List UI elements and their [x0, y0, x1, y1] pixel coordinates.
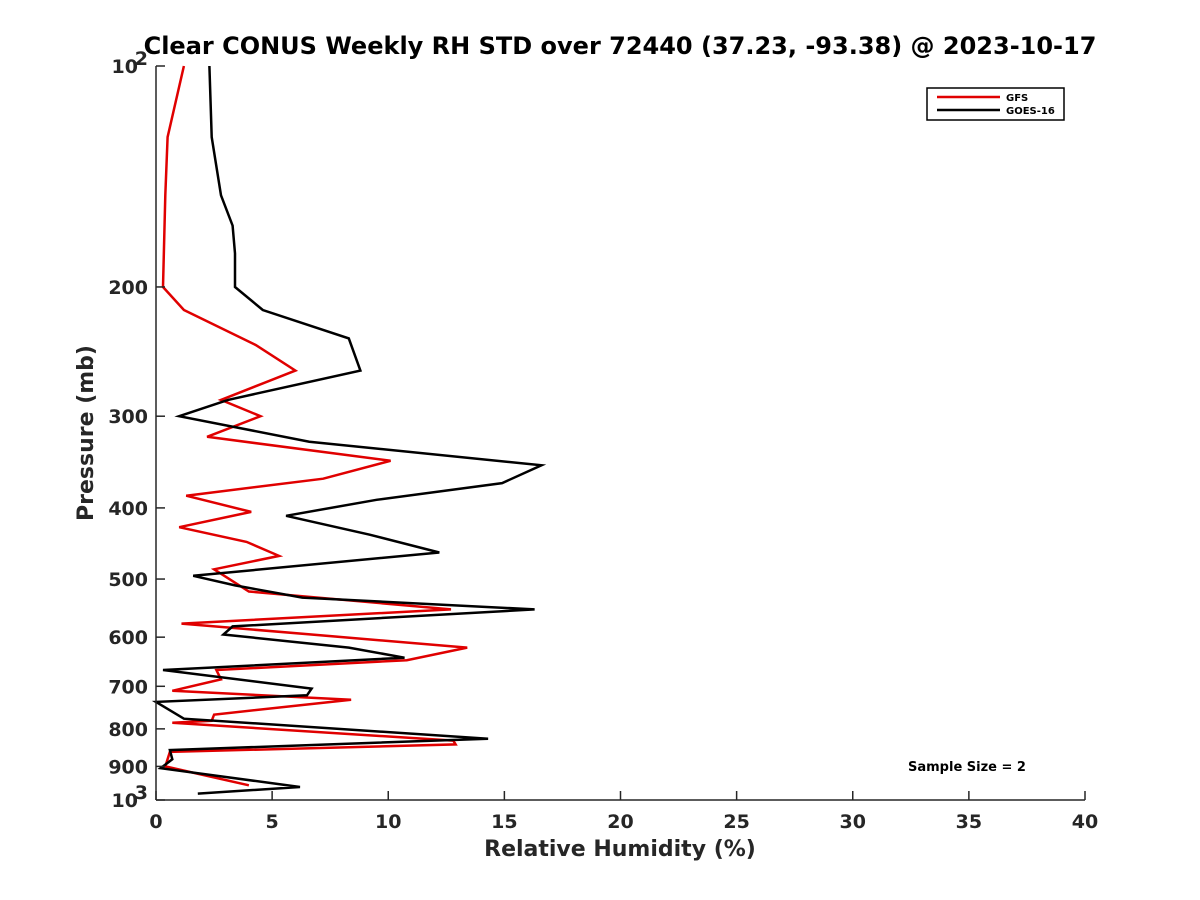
legend-box — [926, 87, 1065, 121]
y-tick-label: 700 — [108, 676, 148, 698]
y-tick-label: 10 — [112, 56, 138, 78]
chart-title: Clear CONUS Weekly RH STD over 72440 (37… — [144, 32, 1097, 60]
x-tick-label: 35 — [956, 811, 982, 833]
y-tick-label: 10 — [112, 790, 138, 812]
y-axis-label: Pressure (mb) — [74, 345, 99, 521]
y-tick-label-exponent: 3 — [135, 782, 148, 804]
plot-area — [156, 66, 1085, 800]
y-tick-label: 900 — [108, 756, 148, 778]
y-tick-label: 400 — [108, 498, 148, 520]
legend-label-gfs: GFS — [1006, 93, 1028, 104]
x-tick-label: 40 — [1072, 811, 1098, 833]
legend: GFS GOES-16 — [926, 87, 1065, 121]
y-tick-label: 800 — [108, 719, 148, 741]
series-line-goes16 — [151, 65, 547, 795]
plot-background — [156, 66, 1085, 800]
y-tick-label: 200 — [108, 277, 148, 299]
series-line-gfs — [161, 65, 468, 787]
y-tick-label: 300 — [108, 406, 148, 428]
y-tick-label: 600 — [108, 627, 148, 649]
x-tick-label: 30 — [840, 811, 866, 833]
x-axis-label: Relative Humidity (%) — [484, 837, 756, 862]
x-tick-label: 20 — [607, 811, 633, 833]
y-tick-label-exponent: 2 — [135, 48, 148, 70]
legend-label-goes16: GOES-16 — [1006, 106, 1055, 117]
x-tick-label: 5 — [266, 811, 279, 833]
x-tick-label: 0 — [149, 811, 162, 833]
x-tick-label: 10 — [375, 811, 401, 833]
x-tick-label: 15 — [491, 811, 517, 833]
series-layer — [151, 65, 547, 795]
x-tick-label: 25 — [723, 811, 749, 833]
axes-layer: 0 5 10 15 20 25 30 35 40102200300400500600700800… — [108, 48, 1098, 833]
y-tick-label: 500 — [108, 569, 148, 591]
sample-size-annotation: Sample Size = 2 — [908, 760, 1026, 775]
